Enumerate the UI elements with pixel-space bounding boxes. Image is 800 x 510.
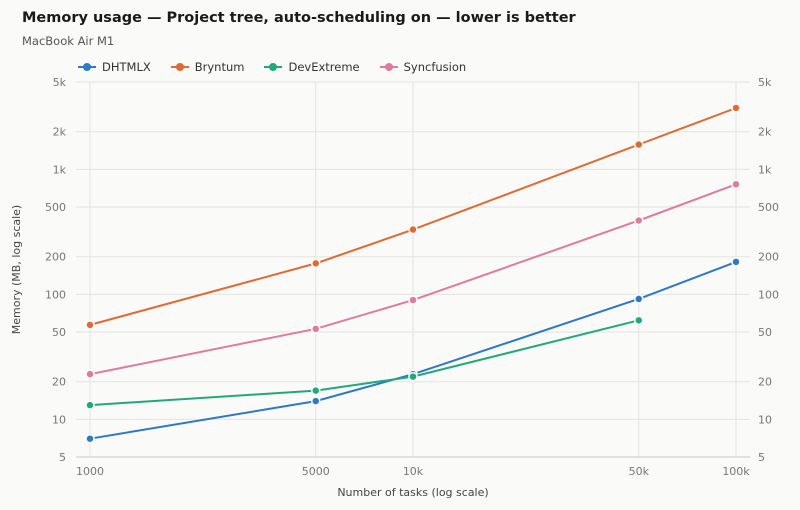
data-point-dhtmlx — [731, 257, 741, 267]
legend-label-syncfusion: Syncfusion — [403, 60, 467, 74]
y-tick-label-left: 2k — [53, 126, 67, 139]
legend-item-bryntum: Bryntum — [170, 60, 245, 74]
data-point-syncfusion — [731, 179, 741, 190]
x-axis-title: Number of tasks (log scale) — [337, 486, 488, 499]
y-tick-label-right: 10 — [758, 413, 772, 426]
y-tick-label-right: 500 — [758, 201, 779, 214]
y-tick-label-left: 10 — [52, 413, 66, 426]
y-tick-label-right: 20 — [758, 376, 772, 389]
y-tick-label-right: 2k — [758, 126, 772, 139]
data-point-syncfusion — [408, 295, 418, 305]
data-point-dhtmlx — [311, 396, 321, 406]
series-line-devextreme — [89, 319, 640, 407]
legend-label-bryntum: Bryntum — [194, 60, 245, 74]
legend-label-dhtmlx: DHTMLX — [102, 60, 151, 74]
x-tick-label: 1000 — [76, 465, 104, 478]
x-tick-label: 10k — [403, 465, 424, 478]
data-point-bryntum — [634, 139, 644, 150]
x-tick-label: 100k — [722, 465, 750, 478]
legend-swatch-bryntum — [170, 61, 189, 73]
y-tick-label-left: 5 — [59, 451, 66, 464]
data-point-bryntum — [311, 258, 321, 269]
y-tick-label-left: 50 — [52, 326, 66, 339]
y-tick-label-left: 20 — [52, 376, 66, 389]
series-layer — [85, 103, 741, 444]
y-tick-label-left: 5k — [53, 76, 67, 89]
data-point-syncfusion — [311, 324, 321, 334]
legend-swatch-syncfusion — [379, 61, 398, 73]
legend-swatch-devextreme — [264, 61, 283, 73]
y-tick-label-left: 500 — [45, 201, 66, 214]
chart-title: Memory usage — Project tree, auto-schedu… — [22, 10, 576, 26]
y-tick-label-right: 1k — [758, 163, 772, 176]
x-tick-label: 50k — [629, 465, 650, 478]
y-tick-label-right: 5 — [758, 451, 765, 464]
y-tick-label-right: 5k — [758, 76, 772, 89]
legend-item-dhtmlx: DHTMLX — [78, 60, 151, 74]
y-tick-label-right: 50 — [758, 326, 772, 339]
data-point-devextreme — [408, 371, 418, 382]
legend-item-devextreme: DevExtreme — [264, 60, 360, 74]
y-tick-label-left: 1k — [53, 163, 67, 176]
data-point-devextreme — [85, 400, 95, 410]
data-point-bryntum — [85, 320, 95, 330]
legend-item-syncfusion: Syncfusion — [379, 60, 467, 74]
chart-legend: DHTMLX Bryntum DevExtreme Syncfusion — [78, 60, 466, 74]
grid-layer — [76, 81, 750, 458]
legend-swatch-dhtmlx — [78, 61, 96, 73]
legend-label-devextreme: DevExtreme — [288, 60, 360, 74]
axis-layer: 5 5 10 10 20 20 50 50 100 100 200 200 500 500 1k 1k 2k 2k… — [45, 76, 779, 478]
data-point-bryntum — [408, 224, 418, 235]
y-axis-title: Memory (MB, log scale) — [10, 205, 23, 334]
y-tick-label-left: 200 — [45, 251, 66, 264]
data-point-dhtmlx — [634, 294, 644, 304]
data-point-devextreme — [634, 315, 644, 326]
chart-subtitle: MacBook Air M1 — [22, 34, 115, 48]
y-tick-label-right: 200 — [758, 251, 779, 264]
y-tick-label-left: 100 — [45, 288, 66, 301]
data-point-syncfusion — [85, 369, 95, 379]
data-point-dhtmlx — [85, 433, 95, 444]
x-tick-label: 5000 — [302, 465, 330, 478]
data-point-bryntum — [731, 103, 741, 113]
data-point-syncfusion — [634, 215, 644, 226]
data-point-devextreme — [311, 385, 321, 396]
y-tick-label-right: 100 — [758, 288, 779, 301]
